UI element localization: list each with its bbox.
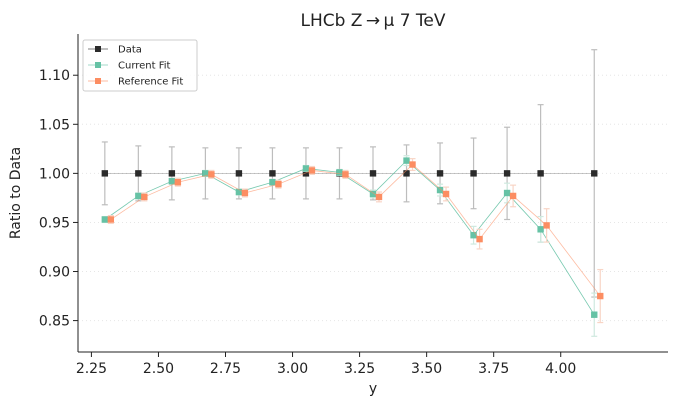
data-point: [235, 170, 243, 177]
data-point: [308, 167, 316, 174]
x-tick-label: 3.50: [411, 361, 442, 377]
series-current-fit: [101, 155, 598, 337]
series-layer: [101, 49, 604, 337]
data-point: [208, 171, 215, 178]
data-point: [135, 192, 142, 200]
data-point: [141, 193, 148, 201]
series-line: [110, 163, 601, 297]
data-point: [174, 179, 182, 186]
data-point: [403, 157, 410, 164]
data-point: [591, 311, 598, 318]
y-tick-label: 0.90: [39, 265, 70, 281]
data-point: [135, 170, 142, 177]
data-point: [543, 222, 550, 229]
data-point: [101, 170, 109, 177]
series-data: [101, 49, 598, 298]
legend-label: Reference Fit: [118, 77, 183, 88]
data-point: [509, 192, 517, 200]
x-tick-label: 4.00: [545, 361, 576, 377]
data-point: [168, 170, 176, 177]
data-point: [436, 170, 444, 177]
data-point: [442, 190, 450, 198]
y-axis-label: Ratio to Data: [8, 147, 24, 239]
data-point: [269, 170, 276, 177]
chart-title: LHCb Z → μ 7 TeV: [300, 11, 445, 31]
data-point: [436, 186, 444, 194]
data-point: [336, 169, 343, 176]
y-tick-label: 0.85: [39, 314, 70, 330]
data-point: [302, 170, 310, 177]
data-point: [597, 292, 604, 300]
data-point: [403, 170, 410, 177]
data-point: [202, 170, 209, 177]
y-tick-label: 0.95: [39, 215, 70, 231]
data-point: [503, 170, 511, 177]
legend-label: Data: [118, 45, 142, 56]
y-tick-label: 1.00: [39, 166, 70, 182]
x-tick-label: 2.50: [143, 361, 174, 377]
data-point: [537, 226, 544, 233]
data-point: [302, 165, 310, 172]
legend-marker: [95, 78, 101, 84]
x-tick-label: 3.25: [344, 361, 375, 377]
x-tick-label: 3.75: [478, 361, 509, 377]
data-point: [235, 188, 243, 196]
x-tick-label: 2.75: [210, 361, 241, 377]
data-point: [591, 170, 598, 177]
data-point: [241, 189, 249, 197]
legend-frame: [82, 39, 198, 92]
data-point: [369, 190, 377, 198]
data-point: [476, 235, 483, 243]
tick-layer: 0.85 0.90 0.95 1.00 1.05 1.10 2.25 2.50 2.75 3.00…: [39, 68, 576, 377]
data-point: [537, 170, 544, 177]
data-point: [375, 193, 383, 201]
x-tick-label: 2.25: [76, 361, 107, 377]
series-reference-fit: [107, 158, 604, 324]
y-tick-label: 1.10: [39, 68, 70, 84]
legend-marker: [95, 46, 101, 52]
y-tick-label: 1.05: [39, 117, 70, 133]
data-point: [269, 179, 276, 186]
x-axis-label: y: [369, 381, 377, 397]
data-point: [107, 216, 115, 223]
legend-marker: [95, 62, 101, 68]
data-point: [342, 171, 349, 178]
data-point: [101, 216, 109, 223]
legend: Data Current Fit Reference Fit: [82, 39, 198, 92]
data-point: [470, 232, 477, 239]
data-point: [369, 170, 377, 177]
data-point: [470, 170, 477, 177]
legend-label: Current Fit: [118, 61, 171, 72]
data-point: [275, 180, 282, 188]
data-point: [409, 161, 416, 168]
data-point: [503, 189, 511, 197]
x-tick-label: 3.00: [277, 361, 308, 377]
data-point: [168, 178, 176, 185]
